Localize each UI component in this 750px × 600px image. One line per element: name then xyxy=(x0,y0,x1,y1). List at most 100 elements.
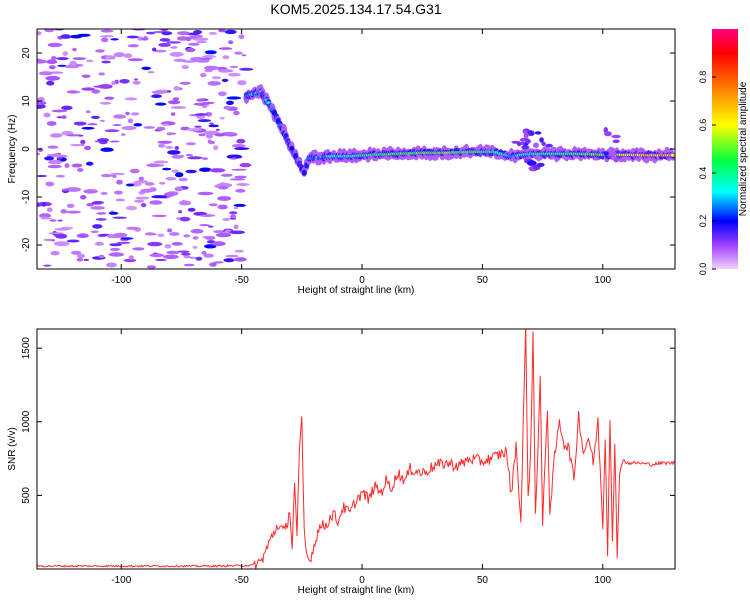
noise-blob xyxy=(100,37,109,43)
noise-blob xyxy=(221,78,229,82)
noise-blob xyxy=(56,157,62,160)
trace-burst xyxy=(525,139,531,144)
noise-blob xyxy=(165,145,174,149)
noise-blob xyxy=(149,253,165,258)
colorbar-label: Normalized spectral amplitude xyxy=(738,81,749,216)
noise-blob xyxy=(135,196,150,200)
noise-blob xyxy=(229,157,238,160)
noise-blob xyxy=(47,145,59,149)
noise-blob xyxy=(151,195,168,199)
noise-blob xyxy=(207,81,221,86)
noise-blob xyxy=(195,113,208,116)
noise-blob xyxy=(80,195,87,200)
colorbar-gradient xyxy=(712,29,738,269)
noise-blob xyxy=(104,96,115,100)
noise-blob xyxy=(100,174,113,178)
noise-blob xyxy=(226,154,243,159)
noise-blob xyxy=(132,80,141,85)
noise-blob xyxy=(47,42,63,48)
noise-blob xyxy=(211,76,222,80)
noise-blob xyxy=(51,109,68,113)
noise-blob xyxy=(192,236,199,240)
y-tick-label: 1500 xyxy=(21,337,32,360)
noise-blob xyxy=(44,29,55,33)
x-tick-label: 100 xyxy=(594,275,611,286)
noise-blob xyxy=(185,169,197,174)
trace-burst xyxy=(526,160,537,166)
noise-blob xyxy=(37,58,44,64)
noise-blob xyxy=(228,72,241,77)
noise-blob xyxy=(193,29,203,35)
noise-blob xyxy=(50,133,63,138)
noise-blob xyxy=(60,34,72,39)
noise-blob xyxy=(83,258,90,262)
trace-burst xyxy=(612,139,620,144)
noise-blob xyxy=(114,190,123,195)
trace-burst xyxy=(536,163,544,167)
noise-blob xyxy=(90,230,99,233)
noise-blob xyxy=(183,263,195,267)
trace-burst xyxy=(533,142,539,148)
noise-blob xyxy=(64,163,70,169)
noise-blob xyxy=(73,121,87,126)
noise-blob xyxy=(60,209,67,214)
noise-blob xyxy=(109,140,120,143)
noise-blob xyxy=(170,106,187,109)
noise-blob xyxy=(181,65,189,70)
noise-blob xyxy=(92,224,103,229)
noise-blob xyxy=(86,161,94,166)
noise-blob xyxy=(202,132,218,135)
noise-blob xyxy=(100,29,114,33)
noise-blob xyxy=(231,168,248,171)
noise-blob xyxy=(213,261,224,264)
x-tick-label: -50 xyxy=(234,275,249,286)
noise-blob xyxy=(186,128,202,132)
noise-blob xyxy=(66,239,80,243)
noise-blob xyxy=(130,112,140,116)
colorbar-tick-label: 0.4 xyxy=(698,167,708,180)
noise-blob xyxy=(61,188,70,192)
spectrogram-y-label: Frequency (Hz) xyxy=(7,115,18,184)
x-tick-label: 100 xyxy=(594,575,611,586)
noise-blob xyxy=(76,233,89,238)
noise-blob xyxy=(202,157,209,161)
noise-blob xyxy=(66,90,79,94)
noise-blob xyxy=(176,250,190,253)
noise-blob xyxy=(218,91,227,97)
noise-blob xyxy=(166,250,180,255)
noise-blob xyxy=(176,36,189,41)
noise-blob xyxy=(61,115,67,119)
y-tick-label: 500 xyxy=(21,487,32,504)
noise-blob xyxy=(65,187,82,192)
noise-blob xyxy=(225,254,239,258)
noise-blob xyxy=(176,31,191,35)
noise-blob xyxy=(226,100,234,106)
noise-blob xyxy=(179,81,191,85)
noise-blob xyxy=(90,206,105,210)
noise-blob xyxy=(164,244,172,249)
noise-blob xyxy=(50,239,55,242)
noise-blob xyxy=(193,102,208,106)
noise-blob xyxy=(192,37,209,41)
noise-blob xyxy=(125,205,137,211)
noise-blob xyxy=(151,214,167,218)
noise-blob xyxy=(46,80,55,86)
noise-blob xyxy=(141,66,151,71)
trace-burst xyxy=(516,141,522,147)
noise-blob xyxy=(96,212,107,215)
noise-blob xyxy=(124,97,138,101)
trace-burst xyxy=(523,132,529,139)
noise-blob xyxy=(215,128,220,131)
noise-blob xyxy=(110,38,119,41)
y-tick-label: 0 xyxy=(21,146,32,152)
noise-blob xyxy=(219,117,225,120)
noise-blob xyxy=(98,254,105,259)
trace-core xyxy=(283,134,289,139)
noise-blob xyxy=(40,217,52,220)
noise-blob xyxy=(99,101,112,105)
noise-blob xyxy=(49,219,57,222)
noise-blob xyxy=(233,224,239,230)
noise-blob xyxy=(108,252,125,257)
noise-blob xyxy=(57,219,63,222)
noise-blob xyxy=(56,57,69,61)
